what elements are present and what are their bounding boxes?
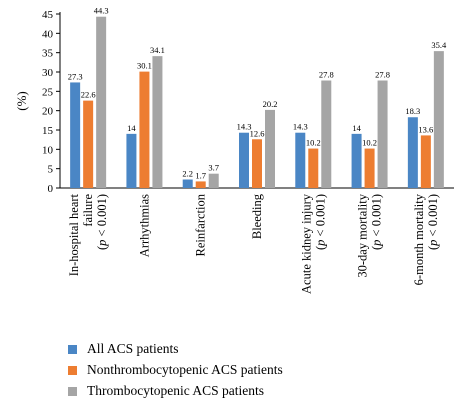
- bar: [420, 135, 431, 188]
- legend-label: Nonthrombocytopenic ACS patients: [87, 362, 283, 377]
- category-label-line: Reinfarction: [194, 193, 208, 256]
- bar: [295, 132, 306, 188]
- bar-chart: 0 5 10 15 20 25 30 35 40 45 27.3 22.6 44.3 14 30.1 34.…: [14, 6, 454, 294]
- bar: [321, 80, 332, 188]
- bars: [70, 16, 444, 189]
- bar: [208, 173, 219, 188]
- data-label: 14.3: [293, 122, 308, 132]
- data-label: 10.2: [362, 138, 377, 148]
- category-label-line: (p < 0.001): [426, 194, 440, 250]
- y-tick-label: 25: [42, 86, 54, 98]
- category-label-line: Acute kidney injury: [299, 193, 313, 294]
- category-label: Acute kidney injury (p < 0.001): [299, 193, 327, 294]
- data-label: 13.6: [418, 124, 433, 134]
- data-label: 14: [352, 123, 361, 133]
- legend-swatch: [68, 344, 77, 354]
- category-label: In-hospital heart failure(p < 0.001): [67, 193, 109, 276]
- y-tick-label: 35: [42, 48, 54, 60]
- category-label-line: 30-day mortality: [356, 193, 370, 277]
- bar: [377, 80, 388, 188]
- legend-swatch: [68, 386, 77, 396]
- data-label: 14.3: [237, 122, 252, 132]
- y-tick-label: 5: [48, 164, 54, 176]
- y-tick-label: 30: [42, 67, 54, 79]
- data-label: 20.2: [263, 99, 278, 109]
- category-label-line: (p < 0.001): [95, 194, 109, 250]
- data-label: 27.3: [68, 71, 83, 81]
- data-label: 27.8: [319, 70, 334, 80]
- data-label: 14: [127, 123, 136, 133]
- data-label: 35.4: [431, 40, 447, 50]
- y-tick-label: 40: [42, 28, 54, 40]
- category-label: 6-month mortality (p < 0.001): [412, 193, 440, 285]
- y-tick-label: 45: [42, 9, 54, 21]
- legend-item: All ACS patients: [68, 339, 283, 359]
- y-tick-label: 0: [48, 183, 54, 195]
- data-label: 10.2: [306, 138, 321, 148]
- bar: [364, 148, 375, 188]
- legend: All ACS patients Nonthrombocytopenic ACS …: [68, 339, 283, 402]
- data-label: 44.3: [94, 6, 109, 16]
- legend-item: Nonthrombocytopenic ACS patients: [68, 360, 283, 380]
- legend-label: All ACS patients: [87, 341, 179, 356]
- category-labels: In-hospital heart failure(p < 0.001) Arrhy…: [67, 193, 440, 294]
- bar: [126, 133, 137, 188]
- data-label: 27.8: [375, 70, 390, 80]
- y-axis-label: (%): [14, 91, 29, 111]
- legend-label: Thrombocytopenic ACS patients: [87, 383, 264, 398]
- bar: [351, 133, 362, 188]
- data-label: 1.7: [195, 170, 206, 180]
- category-label-line: Arrhythmias: [137, 194, 151, 257]
- category-label-line: (p < 0.001): [370, 194, 384, 250]
- bar: [96, 16, 107, 189]
- y-tick-label: 20: [42, 106, 54, 118]
- category-label-line: 6-month mortality: [412, 193, 426, 285]
- y-axis: 0 5 10 15 20 25 30 35 40 45: [42, 9, 454, 195]
- bar: [139, 71, 150, 188]
- bar: [407, 117, 418, 188]
- data-label: 3.7: [208, 163, 219, 173]
- bar: [70, 82, 81, 188]
- bar: [265, 109, 275, 188]
- category-label: 30-day mortality (p < 0.001): [356, 193, 384, 277]
- category-label-line: In-hospital heart: [67, 193, 81, 276]
- y-tick-label: 15: [42, 125, 54, 137]
- data-label: 22.6: [81, 90, 96, 100]
- legend-item: Thrombocytopenic ACS patients: [68, 381, 283, 401]
- data-label: 34.1: [150, 45, 165, 55]
- category-label: Reinfarction: [194, 193, 208, 256]
- y-tick-label: 10: [42, 144, 54, 156]
- data-label: 2.2: [182, 168, 193, 178]
- bar: [182, 179, 193, 188]
- bar: [195, 181, 206, 188]
- legend-swatch: [68, 365, 77, 375]
- bar: [308, 148, 319, 188]
- bar: [252, 139, 262, 188]
- category-label: Bleeding: [250, 193, 264, 239]
- bar: [239, 132, 249, 188]
- bar: [152, 56, 163, 188]
- data-label: 12.6: [250, 128, 265, 138]
- category-label-line: Bleeding: [250, 193, 264, 239]
- category-label-line: failure: [81, 194, 95, 227]
- bar: [433, 51, 444, 189]
- data-label: 18.3: [405, 106, 420, 116]
- data-label: 30.1: [137, 61, 152, 71]
- bar: [83, 100, 94, 188]
- category-label-line: (p < 0.001): [313, 194, 327, 250]
- category-label: Arrhythmias: [137, 194, 151, 257]
